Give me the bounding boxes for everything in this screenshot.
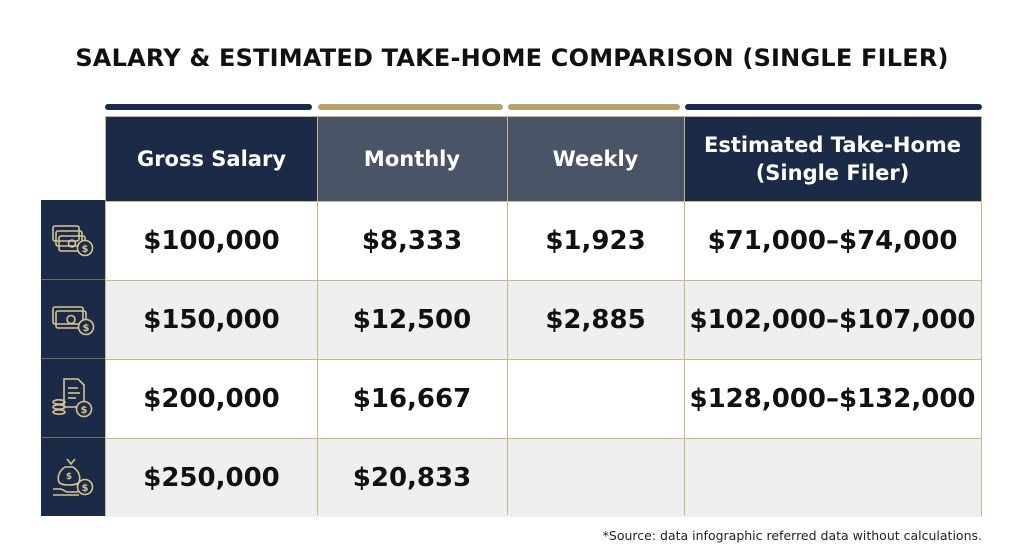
row-divider [106, 201, 981, 202]
accent-bar-weekly [508, 104, 680, 110]
header-takehome-line1: Estimated Take-Home [703, 133, 962, 157]
cell-gross: $100,000 [143, 225, 280, 256]
header-gross-label: Gross Salary [136, 147, 287, 171]
cell-weekly [507, 438, 684, 517]
column-divider [507, 117, 508, 515]
column-divider [684, 117, 685, 515]
row-divider [106, 359, 981, 360]
cell-monthly: $12,500 [352, 304, 472, 335]
header-gross-salary: Gross Salary [106, 117, 317, 201]
table-row: $250,000 $20,833 [106, 438, 981, 517]
header-weekly: Weekly [507, 117, 684, 201]
banknotes-dollar-icon: $ [41, 279, 105, 358]
svg-text:$: $ [66, 472, 72, 482]
svg-text:$: $ [83, 323, 90, 334]
cash-stack-dollar-icon: $ [41, 200, 105, 279]
source-footnote: *Source: data infographic referred data … [602, 528, 982, 543]
cell-monthly: $20,833 [352, 462, 472, 493]
icon-column: $ $ $ $ [41, 200, 105, 516]
svg-text:$: $ [82, 483, 89, 494]
cell-gross: $200,000 [143, 383, 280, 414]
cell-takehome: $102,000–$107,000 [689, 304, 976, 335]
salary-table: Gross Salary Monthly Weekly Estimated Ta… [105, 116, 982, 517]
document-coins-icon: $ [41, 358, 105, 437]
column-divider [317, 117, 318, 515]
header-monthly: Monthly [317, 117, 507, 201]
table-row: $200,000 $16,667 $128,000–$132,000 [106, 359, 981, 438]
table-row: $100,000 $8,333 $1,923 $71,000–$74,000 [106, 201, 981, 280]
svg-text:$: $ [82, 244, 89, 255]
money-bag-hand-icon: $ $ [41, 437, 105, 516]
cell-takehome: $128,000–$132,000 [689, 383, 976, 414]
accent-bar-gross [105, 104, 312, 110]
header-monthly-label: Monthly [363, 147, 461, 171]
svg-text:$: $ [81, 405, 88, 416]
cell-weekly [507, 359, 684, 438]
cell-gross: $150,000 [143, 304, 280, 335]
header-takehome-line2: (Single Filer) [755, 161, 910, 185]
row-divider [106, 438, 981, 439]
cell-weekly: $2,885 [545, 304, 646, 335]
cell-takehome: $71,000–$74,000 [707, 225, 958, 256]
header-weekly-label: Weekly [552, 147, 639, 171]
cell-gross: $250,000 [143, 462, 280, 493]
accent-bar-monthly [318, 104, 503, 110]
row-divider [106, 280, 981, 281]
accent-bar-takehome [685, 104, 982, 110]
cell-weekly: $1,923 [545, 225, 646, 256]
cell-monthly: $16,667 [352, 383, 472, 414]
page-title: SALARY & ESTIMATED TAKE-HOME COMPARISON … [75, 44, 949, 72]
cell-monthly: $8,333 [361, 225, 463, 256]
table-row: $150,000 $12,500 $2,885 $102,000–$107,00… [106, 280, 981, 359]
header-takehome: Estimated Take-Home (Single Filer) [684, 117, 981, 201]
cell-takehome [684, 438, 981, 517]
